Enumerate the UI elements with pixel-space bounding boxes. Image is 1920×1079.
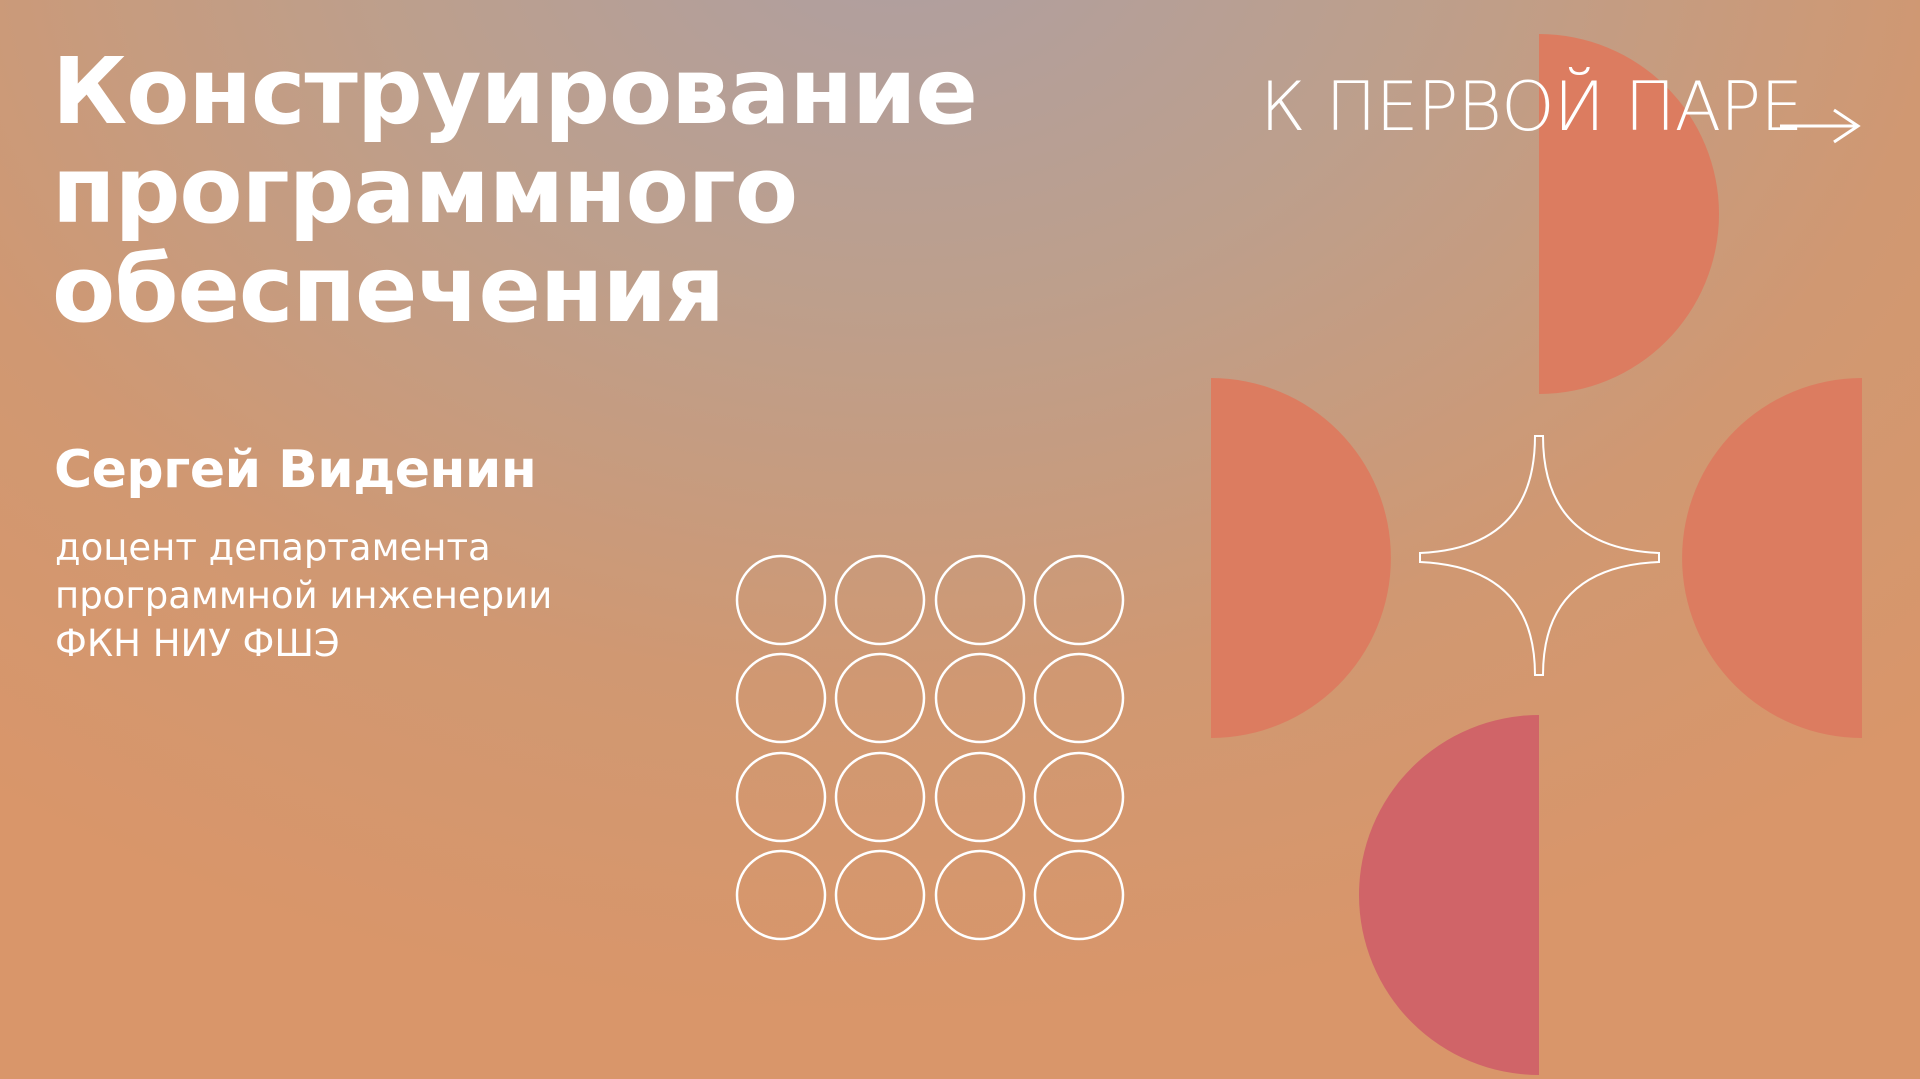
outline-circle <box>834 554 926 646</box>
lecturer-position: доцент департамента программной инженери… <box>55 524 552 668</box>
outline-circle <box>934 751 1026 843</box>
course-title-line: программного <box>52 137 798 244</box>
outline-circle <box>735 554 827 646</box>
outline-circle <box>1033 652 1125 744</box>
arrow-right-icon <box>1780 108 1861 144</box>
course-title-line: обеспечения <box>52 236 725 343</box>
outline-circle <box>735 849 827 941</box>
circle-grid <box>735 554 1125 941</box>
outline-circle <box>934 652 1026 744</box>
first-lesson-link[interactable]: К ПЕРВОЙ ПАРЕ <box>1260 68 1803 147</box>
outline-circle <box>934 554 1026 646</box>
half-disc-top <box>1539 34 1719 394</box>
outline-circle <box>1033 849 1125 941</box>
outline-circle <box>735 751 827 843</box>
outline-circle <box>735 652 827 744</box>
lecturer-name: Сергей Виденин <box>54 440 537 500</box>
star-outline-icon <box>1419 435 1660 676</box>
position-line: доцент департамента <box>55 526 491 569</box>
position-line: ФКН НИУ ФШЭ <box>55 622 340 665</box>
outline-circle <box>1033 751 1125 843</box>
half-disc-left <box>1211 378 1391 738</box>
position-line: программной инженерии <box>55 574 553 617</box>
half-disc-bottom <box>1359 715 1539 1075</box>
outline-circle <box>834 751 926 843</box>
outline-circle <box>834 652 926 744</box>
outline-circle <box>834 849 926 941</box>
course-title-line: Конструирование <box>52 38 978 145</box>
half-disc-right <box>1682 378 1862 738</box>
outline-circle <box>934 849 1026 941</box>
outline-circle <box>1033 554 1125 646</box>
course-title: Конструирование программного обеспечения <box>52 38 978 343</box>
